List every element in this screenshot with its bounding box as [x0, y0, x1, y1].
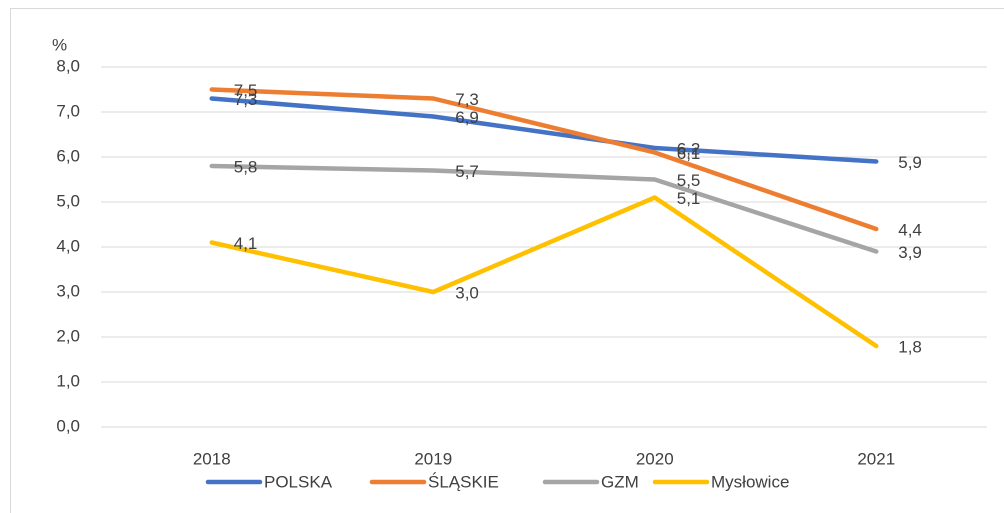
series-line	[209, 87, 879, 232]
data-label: 1,8	[898, 337, 922, 356]
data-label: 4,1	[234, 234, 258, 253]
y-tick-label: 0,0	[56, 416, 80, 435]
series-line	[209, 163, 879, 254]
data-label: 5,8	[234, 157, 258, 176]
data-label: 4,4	[898, 220, 922, 239]
data-label: 3,0	[455, 283, 479, 302]
data-label: 6,9	[455, 108, 479, 127]
legend-label: GZM	[601, 472, 639, 491]
y-tick-label: 7,0	[56, 101, 80, 120]
data-label: 7,3	[455, 90, 479, 109]
data-label: 6,1	[677, 144, 701, 163]
data-label: 6,2	[677, 139, 701, 158]
legend-label: POLSKA	[264, 472, 333, 491]
y-axis-label: %	[52, 35, 67, 54]
y-tick-label: 3,0	[56, 281, 80, 300]
data-label: 7,5	[234, 81, 258, 100]
data-label: 7,3	[234, 90, 258, 109]
y-tick-label: 2,0	[56, 326, 80, 345]
data-label: 3,9	[898, 243, 922, 262]
data-label: 5,1	[677, 189, 701, 208]
series-line	[209, 195, 879, 349]
y-tick-label: 5,0	[56, 191, 80, 210]
legend-label: ŚLĄSKIE	[428, 472, 499, 491]
legend-label: Mysłowice	[711, 472, 789, 491]
data-label: 5,7	[455, 162, 479, 181]
x-tick-label: 2019	[414, 449, 452, 468]
x-tick-label: 2020	[636, 449, 674, 468]
data-label: 5,5	[677, 171, 701, 190]
x-tick-label: 2021	[857, 449, 895, 468]
y-tick-label: 4,0	[56, 236, 80, 255]
y-tick-label: 1,0	[56, 371, 80, 390]
data-label: 5,9	[898, 153, 922, 172]
y-tick-label: 6,0	[56, 146, 80, 165]
y-tick-label: 8,0	[56, 56, 80, 75]
series-line	[209, 96, 879, 164]
chart-border	[10, 8, 1004, 513]
x-tick-label: 2018	[193, 449, 231, 468]
